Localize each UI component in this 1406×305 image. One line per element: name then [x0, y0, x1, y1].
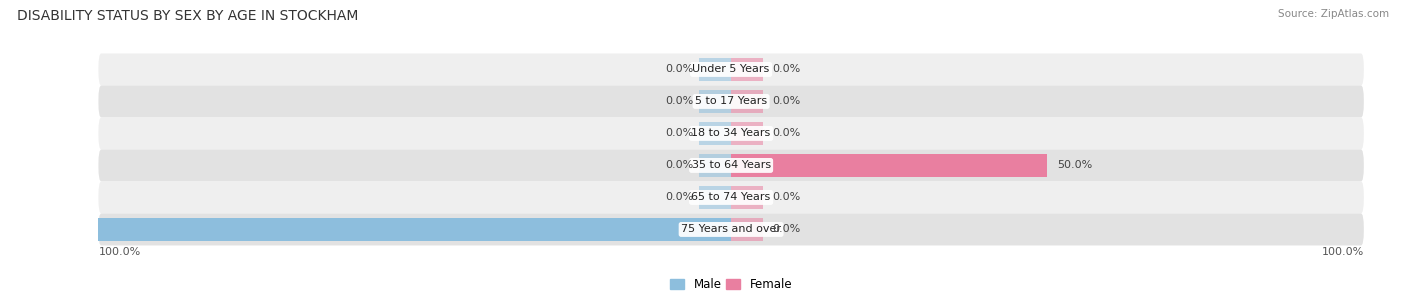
Text: 35 to 64 Years: 35 to 64 Years	[692, 160, 770, 170]
Bar	[699, 122, 731, 145]
Text: Under 5 Years: Under 5 Years	[693, 64, 769, 74]
FancyBboxPatch shape	[98, 85, 1364, 117]
Text: 75 Years and over: 75 Years and over	[681, 224, 782, 235]
Bar	[731, 186, 762, 209]
Text: Source: ZipAtlas.com: Source: ZipAtlas.com	[1278, 9, 1389, 19]
Text: 0.0%: 0.0%	[665, 64, 693, 74]
Text: 5 to 17 Years: 5 to 17 Years	[695, 96, 768, 106]
FancyBboxPatch shape	[98, 149, 1364, 181]
Bar	[731, 58, 762, 81]
Text: 0.0%: 0.0%	[665, 96, 693, 106]
Bar	[731, 122, 762, 145]
Text: 0.0%: 0.0%	[665, 128, 693, 138]
Text: DISABILITY STATUS BY SEX BY AGE IN STOCKHAM: DISABILITY STATUS BY SEX BY AGE IN STOCK…	[17, 9, 359, 23]
Bar	[699, 186, 731, 209]
FancyBboxPatch shape	[98, 117, 1364, 149]
Text: 100.0%: 100.0%	[44, 224, 89, 235]
Text: 100.0%: 100.0%	[98, 247, 141, 257]
Text: 100.0%: 100.0%	[1322, 247, 1364, 257]
Text: 0.0%: 0.0%	[772, 192, 800, 203]
FancyBboxPatch shape	[98, 181, 1364, 214]
Bar	[699, 90, 731, 113]
FancyBboxPatch shape	[98, 214, 1364, 246]
Text: 0.0%: 0.0%	[772, 64, 800, 74]
Text: 65 to 74 Years: 65 to 74 Years	[692, 192, 770, 203]
Bar	[731, 154, 1047, 177]
Text: 0.0%: 0.0%	[665, 160, 693, 170]
Text: 0.0%: 0.0%	[665, 192, 693, 203]
Text: 0.0%: 0.0%	[772, 96, 800, 106]
FancyBboxPatch shape	[98, 53, 1364, 85]
Text: 18 to 34 Years: 18 to 34 Years	[692, 128, 770, 138]
Legend: Male, Female: Male, Female	[665, 273, 797, 296]
Text: 0.0%: 0.0%	[772, 128, 800, 138]
Bar	[98, 218, 731, 241]
Bar	[699, 154, 731, 177]
Bar	[731, 90, 762, 113]
Bar	[699, 58, 731, 81]
Bar	[731, 218, 762, 241]
Text: 0.0%: 0.0%	[772, 224, 800, 235]
Text: 50.0%: 50.0%	[1057, 160, 1092, 170]
